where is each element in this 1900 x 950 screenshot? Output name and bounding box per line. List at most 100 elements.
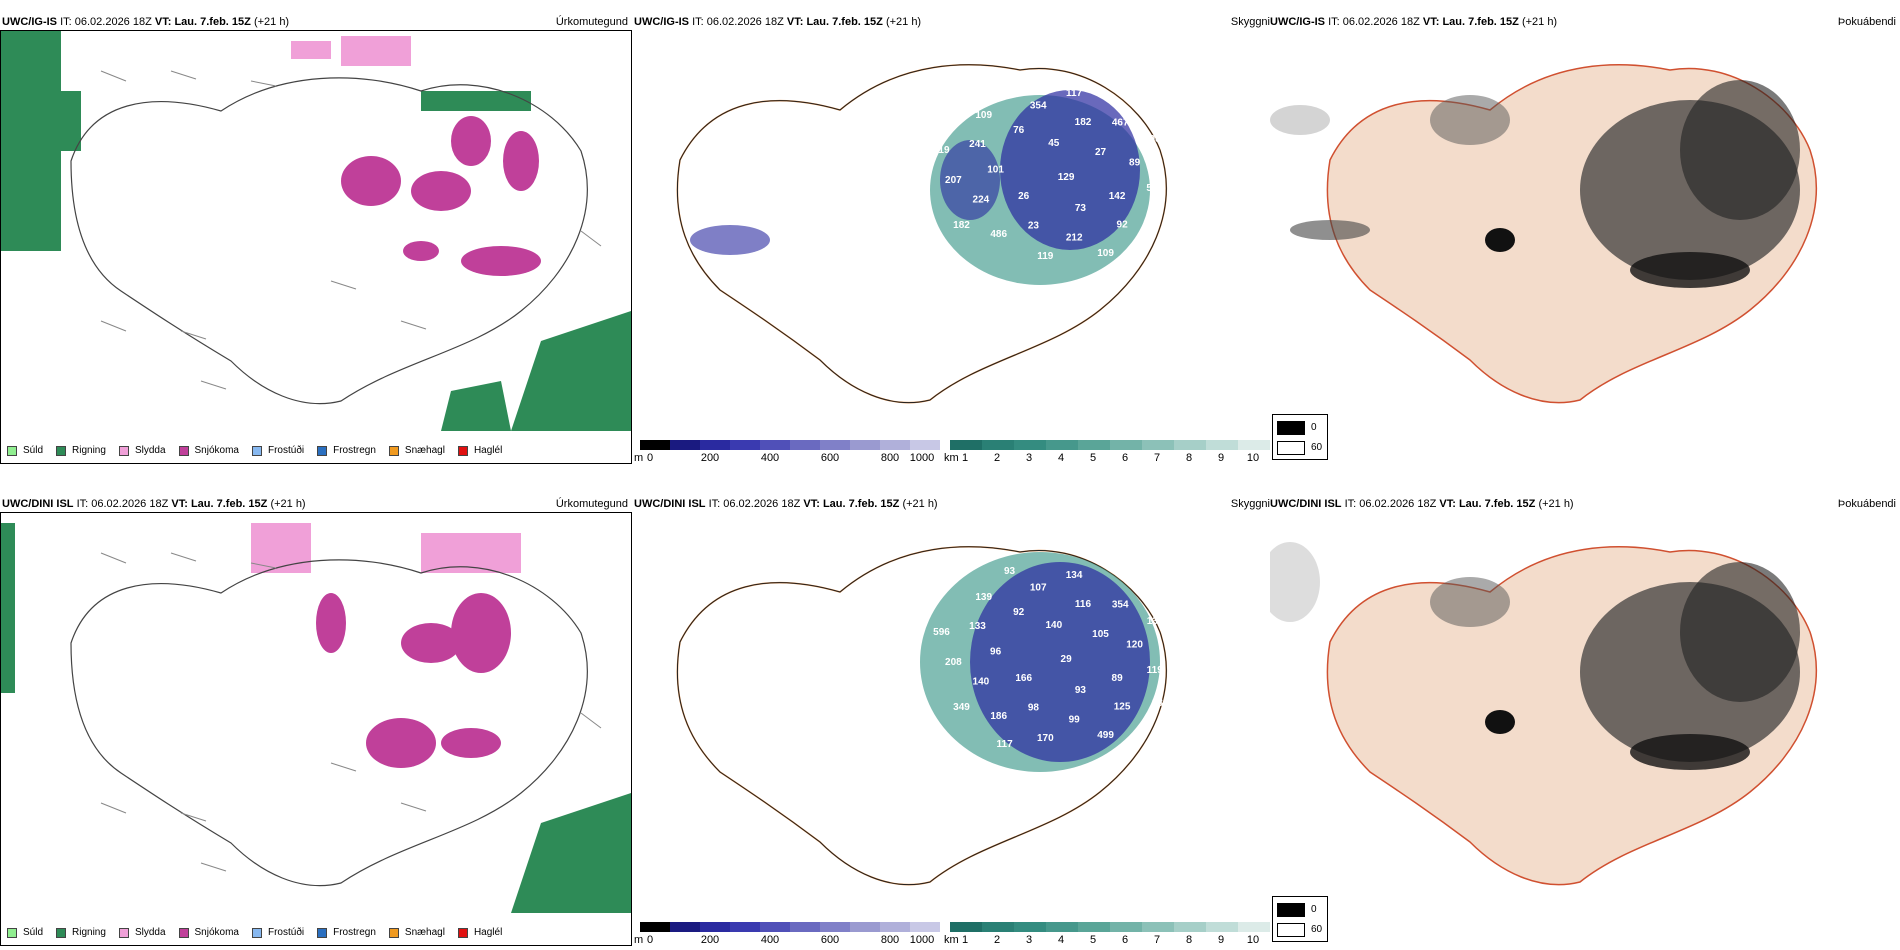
visibility-value: 119 bbox=[1147, 665, 1164, 676]
visibility-value: 27 bbox=[1095, 147, 1107, 158]
visibility-value: 109 bbox=[975, 110, 992, 121]
visibility-value: 92 bbox=[1117, 220, 1129, 231]
visibility-ticks: 1 2 3 4 5 6 7 8 9 10 bbox=[961, 934, 1260, 946]
visibility-ticks: 1 2 3 4 5 6 7 8 9 10 bbox=[961, 452, 1260, 464]
legend-swatch-rain bbox=[56, 445, 67, 456]
legend-item: Slydda bbox=[118, 445, 166, 456]
legend-swatch-drizzle bbox=[7, 927, 17, 938]
visibility-labels: 29 166 140 93 96 105 98 92 89 140 116 99 133 120 186 10… bbox=[933, 566, 1164, 750]
visibility-value: 596 bbox=[933, 627, 950, 638]
visibility-value: 166 bbox=[1015, 673, 1032, 684]
visibility-value: 93 bbox=[1004, 566, 1016, 577]
legend-item: Súld bbox=[7, 927, 43, 938]
visibility-value: 101 bbox=[987, 165, 1004, 176]
legend-swatch-hail bbox=[457, 927, 468, 938]
visibility-value: 354 bbox=[1112, 599, 1129, 610]
vis-title: Skyggni bbox=[1230, 498, 1270, 510]
legend-item: Frostúði bbox=[251, 445, 304, 456]
visibility-value: 241 bbox=[969, 139, 986, 150]
legend-item: Snjókoma bbox=[178, 927, 239, 938]
fog-map bbox=[1270, 64, 1818, 404]
visibility-labels: 129 26 45 73 101 27 23 76 142 224 182 212 241 89 486 35… bbox=[933, 88, 1163, 262]
visibility-value: 116 bbox=[1075, 599, 1092, 610]
fog-legend-dark bbox=[1277, 421, 1305, 435]
visibility-value: 142 bbox=[1109, 191, 1126, 202]
visibility-value: 89 bbox=[1112, 673, 1124, 684]
legend-swatch-freezing-drizzle bbox=[251, 927, 262, 938]
vis-header: UWC/IG-IS IT: 06.02.2026 18Z VT: Lau. 7.… bbox=[634, 16, 922, 28]
visibility-value: 98 bbox=[1150, 134, 1162, 145]
legend-item: Snjókoma bbox=[178, 445, 239, 456]
fog-map bbox=[1270, 542, 1818, 886]
fog-header: UWC/IG-IS IT: 06.02.2026 18Z VT: Lau. 7.… bbox=[1270, 16, 1558, 28]
visibility-value: 467 bbox=[1112, 117, 1129, 128]
visibility-value: 119 bbox=[933, 145, 950, 156]
visibility-map: 29 166 140 93 96 105 98 92 89 140 116 99 133 120 186 10… bbox=[676, 546, 1168, 886]
visibility-value: 134 bbox=[1066, 570, 1083, 581]
legend-item: Frostregn bbox=[317, 445, 376, 456]
visibility-value: 45 bbox=[1048, 138, 1060, 149]
precip-map bbox=[1, 523, 631, 913]
ceiling-area bbox=[970, 562, 1150, 762]
visibility-value: 29 bbox=[1061, 654, 1073, 665]
vis-header: UWC/DINI ISL IT: 06.02.2026 18Z VT: Lau.… bbox=[634, 498, 938, 510]
ceiling-unit: m bbox=[634, 934, 644, 946]
visibility-value: 92 bbox=[1013, 607, 1025, 618]
legend-swatch-graupel bbox=[388, 445, 399, 456]
legend-item: Súld bbox=[7, 445, 43, 456]
visibility-value: 99 bbox=[1069, 714, 1081, 725]
visibility-unit: km bbox=[944, 452, 959, 464]
visibility-value: 140 bbox=[973, 676, 990, 687]
visibility-value: 486 bbox=[990, 229, 1007, 240]
visibility-value: 88 bbox=[1152, 698, 1164, 709]
visibility-value: 208 bbox=[945, 657, 962, 668]
legend-swatch-drizzle bbox=[7, 445, 17, 456]
precip-map bbox=[1, 31, 631, 431]
visibility-value: 93 bbox=[1075, 685, 1087, 696]
visibility-value: 139 bbox=[1147, 616, 1164, 627]
visibility-value: 107 bbox=[1030, 583, 1047, 594]
visibility-map: 129 26 45 73 101 27 23 76 142 224 182 212 241 89 486 35… bbox=[676, 64, 1168, 404]
visibility-value: 139 bbox=[975, 592, 992, 603]
legend-item: Haglél bbox=[457, 927, 502, 938]
precip-map-frame: Súld Rigning Slydda Snjókoma Frostúði Fr… bbox=[0, 30, 632, 464]
fog-legend-dark bbox=[1277, 903, 1305, 917]
visibility-value: 349 bbox=[953, 702, 970, 713]
legend-swatch-graupel bbox=[388, 927, 399, 938]
visibility-value: 170 bbox=[1037, 733, 1054, 744]
visibility-value: 567 bbox=[1146, 183, 1163, 194]
ceiling-ticks: 0 200 400 600 800 1000 bbox=[646, 452, 935, 464]
fog-legend: 0 60 bbox=[1272, 896, 1328, 942]
visibility-value: 212 bbox=[1066, 232, 1083, 243]
snow-area bbox=[316, 593, 346, 653]
ceiling-ticks: 0 200 400 600 800 1000 bbox=[646, 934, 935, 946]
visibility-value: 129 bbox=[1058, 172, 1075, 183]
legend-item: Frostregn bbox=[317, 927, 376, 938]
fog-legend-light bbox=[1277, 441, 1305, 455]
legend-item: Snæhagl bbox=[388, 445, 445, 456]
visibility-value: 89 bbox=[1129, 157, 1141, 168]
vis-title: Skyggni bbox=[1230, 16, 1270, 28]
visibility-value: 76 bbox=[1013, 125, 1025, 136]
legend-swatch-hail bbox=[457, 445, 468, 456]
iceland-outline bbox=[70, 77, 588, 405]
legend-swatch-snow bbox=[178, 927, 189, 938]
fog-title: Þokuábendi bbox=[1837, 498, 1896, 510]
precip-map-frame: Súld Rigning Slydda Snjókoma Frostúði Fr… bbox=[0, 512, 632, 946]
visibility-value: 120 bbox=[1126, 639, 1143, 650]
legend-swatch-freezing-rain bbox=[317, 445, 328, 456]
visibility-value: 224 bbox=[973, 194, 990, 205]
visibility-colorbar bbox=[950, 440, 1270, 450]
visibility-value: 105 bbox=[1092, 629, 1109, 640]
fog-header: UWC/DINI ISL IT: 06.02.2026 18Z VT: Lau.… bbox=[1270, 498, 1574, 510]
visibility-value: 96 bbox=[990, 647, 1002, 658]
legend-item: Rigning bbox=[56, 927, 106, 938]
ceiling-colorbar bbox=[640, 922, 940, 932]
visibility-unit: km bbox=[944, 934, 959, 946]
rain-area-southeast bbox=[511, 311, 631, 431]
visibility-value: 133 bbox=[969, 621, 986, 632]
visibility-colorbar bbox=[950, 922, 1270, 932]
precip-title: Úrkomutegund bbox=[555, 16, 628, 28]
ceiling-unit: m bbox=[634, 452, 644, 464]
visibility-value: 119 bbox=[1037, 251, 1054, 262]
